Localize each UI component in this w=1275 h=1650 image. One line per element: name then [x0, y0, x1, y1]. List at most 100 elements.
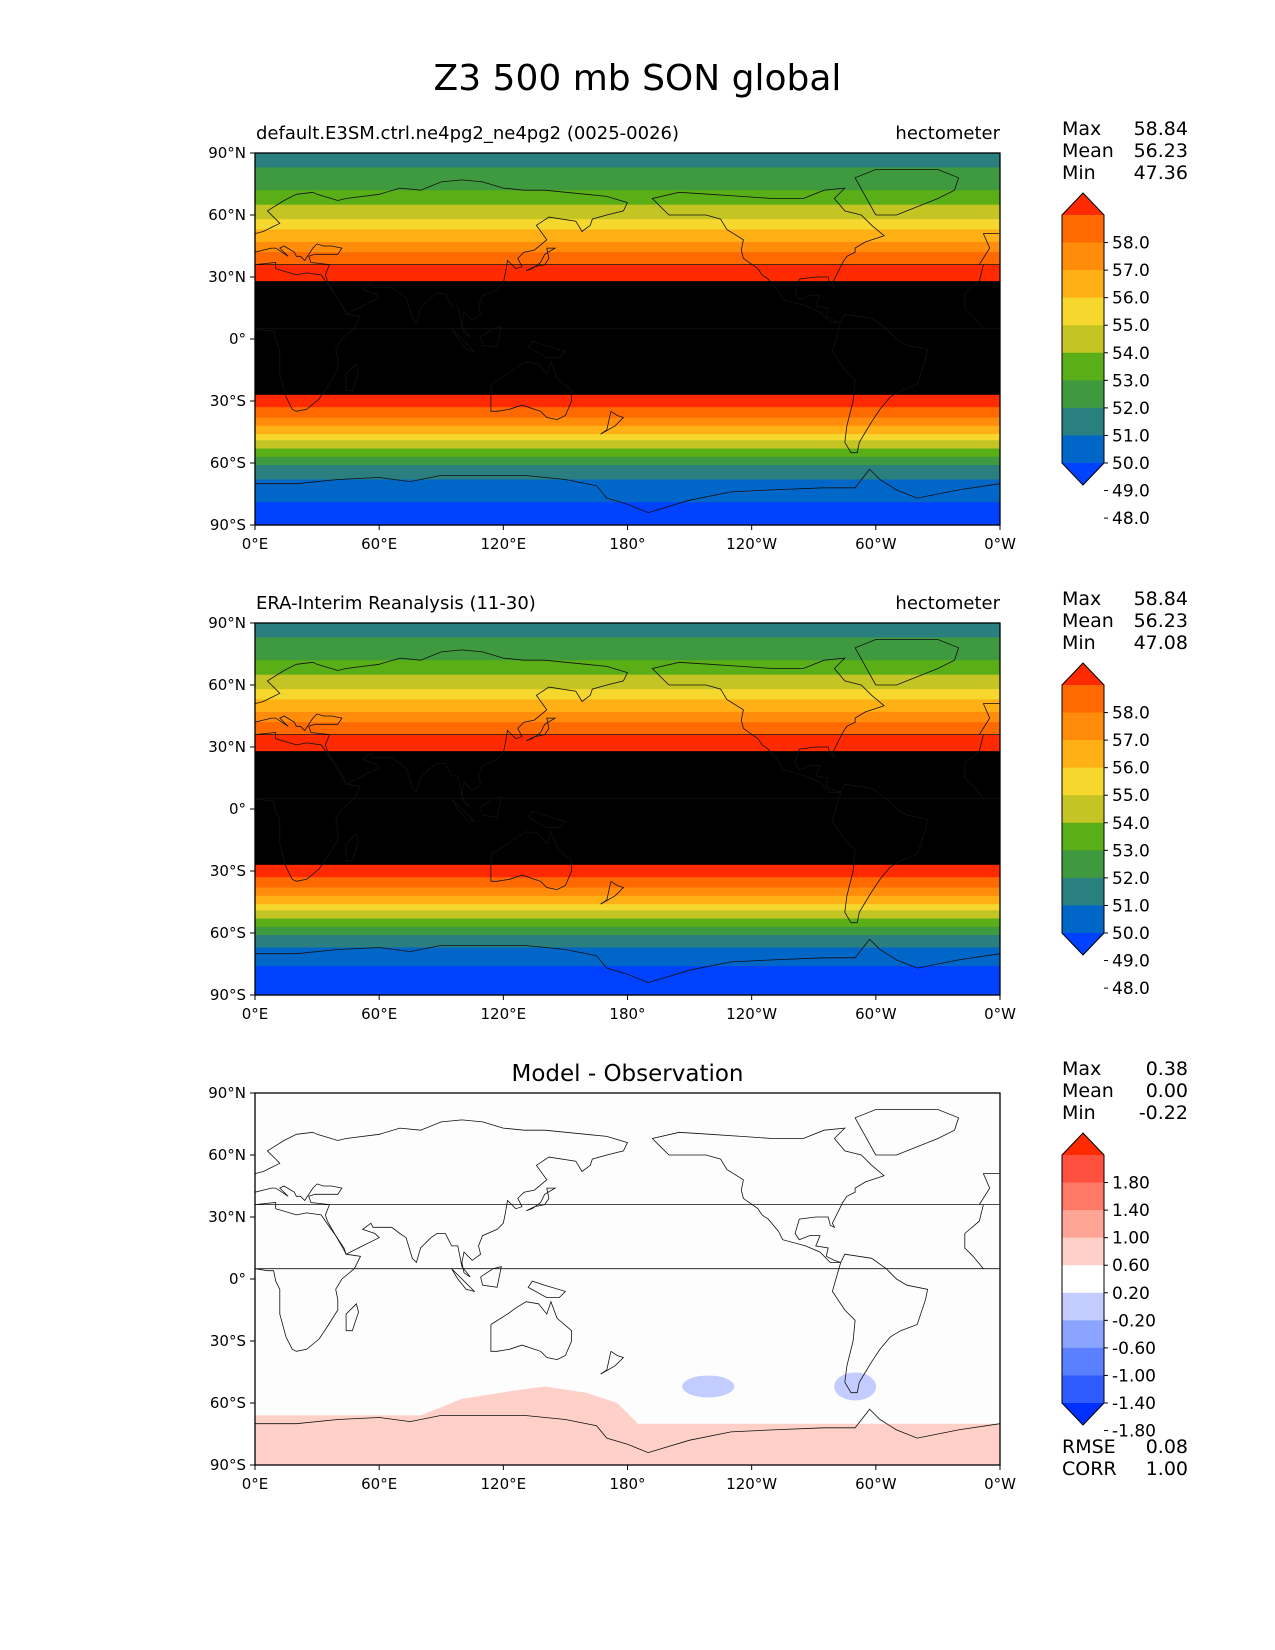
field-band	[255, 775, 1000, 779]
field-band	[255, 403, 1000, 406]
colorbar-swatch	[1062, 352, 1104, 381]
field-band	[255, 494, 1000, 497]
field-band	[255, 473, 1000, 476]
field-band	[255, 935, 1000, 938]
field-band	[255, 336, 1000, 340]
negative-anomaly-region	[682, 1375, 735, 1398]
field-band	[255, 481, 1000, 485]
colorbar-swatch	[1062, 1347, 1104, 1376]
field-band	[255, 436, 1000, 439]
field-band	[255, 299, 1000, 303]
panel-1-lon-label-3: 180°	[609, 1005, 645, 1023]
colorbar-swatch	[1062, 325, 1104, 354]
field-band	[255, 355, 1000, 359]
field-band	[255, 817, 1000, 820]
panel-1-stat-max-label: Max	[1062, 588, 1101, 610]
panel-2-field	[255, 1093, 1000, 1465]
field-band	[255, 380, 1000, 383]
field-band	[255, 945, 1000, 949]
field-band	[255, 749, 1000, 752]
field-band	[255, 260, 1000, 264]
colorbar-swatch	[1062, 822, 1104, 851]
coastline-5	[600, 410, 625, 435]
panel-2-stat-corr-value: 1.00	[1146, 1458, 1188, 1480]
field-band	[255, 312, 1000, 315]
field-band	[255, 320, 1000, 324]
field-band	[255, 250, 1000, 253]
field-band	[255, 227, 1000, 231]
colorbar-swatch	[1062, 850, 1104, 879]
field-band	[255, 281, 1000, 284]
panel-2-lon-label-0: 0°E	[242, 1475, 269, 1493]
field-band	[255, 916, 1000, 920]
colorbar-label: 58.0	[1112, 234, 1150, 254]
field-band	[255, 318, 1000, 321]
field-band	[255, 939, 1000, 942]
colorbar-label: 1.80	[1112, 1174, 1150, 1194]
panel-1-field	[255, 623, 1000, 996]
panel-1-lat-label-0: 90°N	[208, 614, 246, 632]
field-band	[255, 835, 1000, 839]
field-band	[255, 219, 1000, 222]
field-band	[255, 906, 1000, 909]
field-band	[255, 705, 1000, 709]
field-band	[255, 198, 1000, 202]
field-band	[255, 633, 1000, 636]
panel-2-stat-mean-label: Mean	[1062, 1080, 1114, 1102]
field-band	[255, 184, 1000, 187]
field-band	[255, 413, 1000, 417]
field-band	[255, 157, 1000, 160]
panel-2-lon-label-5: 60°W	[855, 1475, 897, 1493]
coastline-10	[651, 1127, 885, 1263]
field-band	[255, 388, 1000, 392]
panel-1-lon-label-4: 120°W	[726, 1005, 777, 1023]
field-band	[255, 264, 1000, 268]
field-band	[255, 651, 1000, 655]
field-band	[255, 212, 1000, 216]
field-band	[255, 243, 1000, 247]
field-band	[255, 955, 1000, 959]
colorbar-label: 58.0	[1112, 704, 1150, 724]
colorbar-swatch	[1062, 380, 1104, 409]
field-band	[255, 682, 1000, 686]
field-band	[255, 875, 1000, 878]
field-band	[255, 947, 1000, 951]
field-band	[255, 496, 1000, 499]
panel-0-lon-label-0: 0°E	[242, 535, 269, 553]
field-band	[255, 458, 1000, 462]
field-band	[255, 709, 1000, 713]
field-band	[255, 986, 1000, 990]
field-band	[255, 631, 1000, 634]
field-band	[255, 268, 1000, 272]
field-band	[255, 821, 1000, 825]
field-band	[255, 676, 1000, 680]
field-band	[255, 217, 1000, 220]
colorbar-label: 1.00	[1112, 1229, 1150, 1249]
field-band	[255, 248, 1000, 251]
panel-2-lon-label-4: 120°W	[726, 1475, 777, 1493]
field-band	[255, 171, 1000, 175]
field-band	[255, 914, 1000, 918]
field-band	[255, 483, 1000, 487]
panel-2-stat-max-value: 0.38	[1146, 1058, 1188, 1080]
field-band	[255, 972, 1000, 975]
field-band	[255, 926, 1000, 930]
field-band	[255, 363, 1000, 367]
colorbar-swatch	[1062, 242, 1104, 271]
panel-1-lat-label-3: 0°	[229, 800, 246, 818]
field-band	[255, 868, 1000, 872]
field-band	[255, 332, 1000, 336]
field-band	[255, 734, 1000, 738]
field-band	[255, 796, 1000, 800]
field-band	[255, 786, 1000, 789]
field-band	[255, 761, 1000, 765]
field-band	[255, 376, 1000, 379]
coastline-8	[480, 1266, 502, 1288]
field-band	[255, 347, 1000, 350]
panel-0-lat-label-4: 30°S	[210, 392, 246, 410]
field-band	[255, 229, 1000, 233]
coastline-9	[525, 717, 557, 742]
field-band	[255, 289, 1000, 293]
field-band	[255, 390, 1000, 394]
field-band	[255, 635, 1000, 639]
